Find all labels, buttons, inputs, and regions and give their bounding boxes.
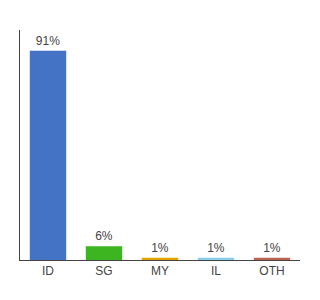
- svg-text:OTH: OTH: [259, 264, 284, 278]
- svg-text:1%: 1%: [151, 241, 169, 255]
- svg-text:6%: 6%: [95, 229, 113, 243]
- svg-text:91%: 91%: [36, 34, 60, 48]
- svg-text:MY: MY: [151, 264, 169, 278]
- svg-text:IL: IL: [211, 264, 221, 278]
- svg-text:1%: 1%: [263, 241, 281, 255]
- svg-text:SG: SG: [95, 264, 112, 278]
- svg-text:ID: ID: [42, 264, 54, 278]
- svg-text:1%: 1%: [207, 241, 225, 255]
